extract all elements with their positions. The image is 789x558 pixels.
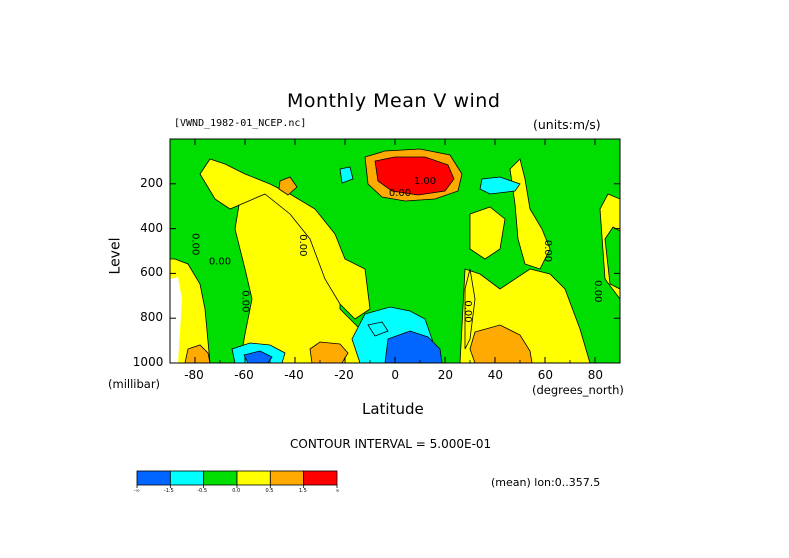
x-tick-label: -40: [284, 368, 304, 382]
x-axis-label: Latitude: [362, 400, 424, 418]
units-label: (units:m/s): [533, 117, 601, 132]
field-red-jet: [374, 156, 455, 196]
y-axis-label: Level: [107, 237, 124, 275]
contour-label-4: 0.00: [240, 290, 251, 312]
field-orange-north: [469, 324, 533, 363]
y-tick-label: 1000: [132, 355, 164, 369]
colorbar-label: ∞: [335, 488, 340, 494]
colorbar-swatch: [303, 470, 338, 486]
y-axis-unit: (millibar): [108, 377, 161, 391]
x-tick-label: 20: [437, 368, 454, 382]
field-white-pole: [170, 277, 182, 363]
field-blue-lower: [384, 330, 443, 363]
field-yellow-right: [464, 268, 476, 350]
y-tick-label: 400: [140, 220, 163, 235]
field-yellow-tongue-b: [509, 158, 551, 270]
field-orange-pole: [184, 344, 211, 363]
colorbar-label: 0.5: [265, 488, 274, 494]
colorbar-label: 1.5: [298, 488, 307, 494]
x-tick-label: -80: [184, 368, 204, 382]
x-tick-label: -60: [234, 368, 254, 382]
contour-label-0: 1.00: [414, 176, 436, 187]
colorbar-label: -∞: [133, 488, 140, 494]
mean-note: (mean) lon:0..357.5: [491, 476, 601, 489]
field-yellow-tongue-a: [199, 158, 371, 320]
field-cyan-blob-b: [479, 176, 521, 195]
colorbar-label: -1.5: [163, 488, 174, 494]
contour-label-8: 0.00: [592, 280, 603, 302]
x-tick-label: -20: [334, 368, 354, 382]
colorbar-swatch: [203, 470, 238, 486]
colorbar-swatch: [136, 470, 171, 486]
colorbar-swatch: [236, 470, 271, 486]
x-tick-label: 40: [487, 368, 504, 382]
contour-interval: CONTOUR INTERVAL = 5.000E-01: [290, 437, 492, 451]
x-tick-label: 0: [391, 368, 400, 382]
colorbar-label: 0.0: [232, 488, 241, 494]
x-tick-label: 60: [537, 368, 554, 382]
colorbar-label: -0.5: [197, 488, 208, 494]
y-tick-label: 800: [140, 310, 163, 325]
plot-area: [170, 139, 620, 363]
field-yellow-patch-mid: [469, 206, 506, 260]
contour-label-2: 0.00: [190, 233, 201, 255]
y-tick-label: 200: [140, 175, 163, 190]
dataset-label: [VWND_1982-01_NCEP.nc]: [174, 118, 307, 129]
colorbar-swatch: [169, 470, 205, 486]
field-orange-blob: [278, 176, 298, 196]
field-cyan-blob-a: [339, 166, 354, 184]
y-tick-label: 600: [140, 265, 163, 280]
chart-title: Monthly Mean V wind: [287, 90, 501, 112]
contour-label-3: 0.00: [209, 256, 231, 267]
field-orange-south: [309, 341, 349, 363]
x-axis-unit: (degrees_north): [532, 383, 624, 397]
contour-label-5: 0.00: [297, 234, 308, 256]
contour-label-6: 0.00: [462, 300, 473, 322]
contour-label-1: 0.00: [389, 188, 411, 199]
field-cyan-dot: [367, 321, 389, 337]
x-tick-label: 80: [587, 368, 604, 382]
colorbar-swatch: [269, 470, 305, 486]
contour-label-7: 0.00: [542, 240, 553, 262]
